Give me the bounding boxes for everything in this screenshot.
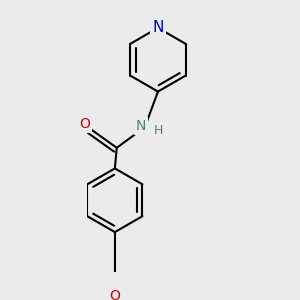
Text: O: O <box>80 117 90 131</box>
Text: H: H <box>154 124 164 137</box>
Text: N: N <box>136 119 146 133</box>
Text: O: O <box>110 289 120 300</box>
Text: N: N <box>152 20 164 35</box>
